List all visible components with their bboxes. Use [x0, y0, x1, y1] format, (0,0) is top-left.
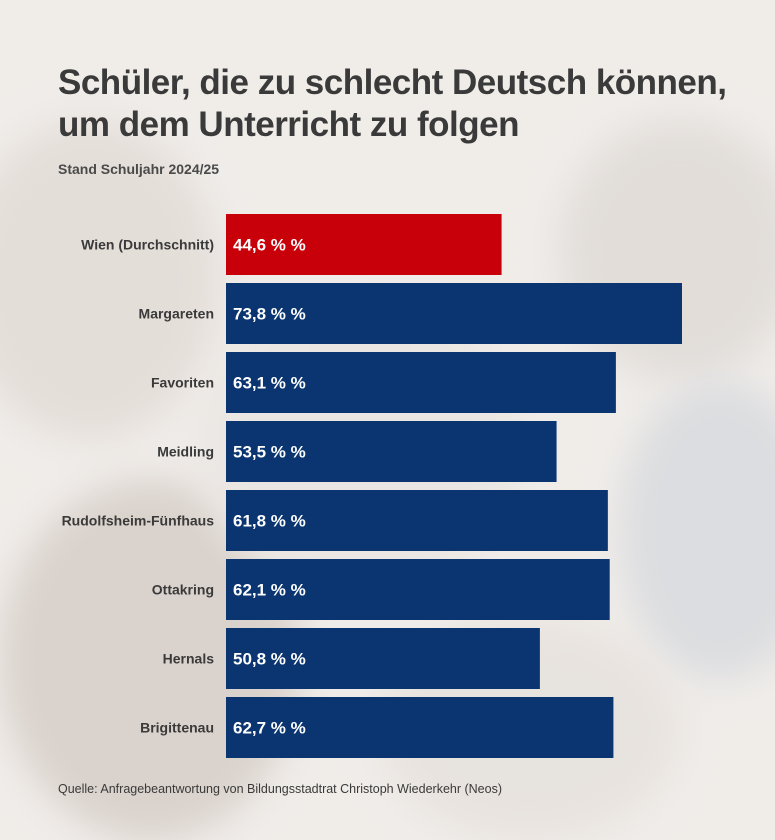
category-label: Brigittenau — [140, 720, 214, 736]
value-label: 61,8 % % — [233, 512, 306, 531]
source-note: Quelle: Anfragebeantwortung von Bildungs… — [58, 782, 502, 796]
chart-title: Schüler, die zu schlecht Deutsch können,… — [58, 63, 727, 144]
bar — [226, 421, 557, 482]
value-label: 50,8 % % — [233, 650, 306, 669]
value-label: 44,6 % % — [233, 236, 306, 255]
value-label: 73,8 % % — [233, 305, 306, 324]
value-label: 62,7 % % — [233, 719, 306, 738]
value-label: 63,1 % % — [233, 374, 306, 393]
category-label: Rudolfsheim-Fünfhaus — [62, 513, 215, 529]
bar — [226, 628, 540, 689]
category-label: Wien (Durchschnitt) — [81, 237, 214, 253]
category-label: Hernals — [163, 651, 215, 667]
category-label: Meidling — [157, 444, 214, 460]
bar — [226, 697, 614, 758]
bar — [226, 559, 610, 620]
category-label: Margareten — [139, 306, 214, 322]
bar — [226, 214, 502, 275]
value-label: 53,5 % % — [233, 443, 306, 462]
value-label: 62,1 % % — [233, 581, 306, 600]
category-label: Ottakring — [152, 582, 214, 598]
category-label: Favoriten — [151, 375, 214, 391]
bar — [226, 490, 608, 551]
chart-subtitle: Stand Schuljahr 2024/25 — [58, 161, 220, 177]
bar — [226, 283, 682, 344]
bar — [226, 352, 616, 413]
